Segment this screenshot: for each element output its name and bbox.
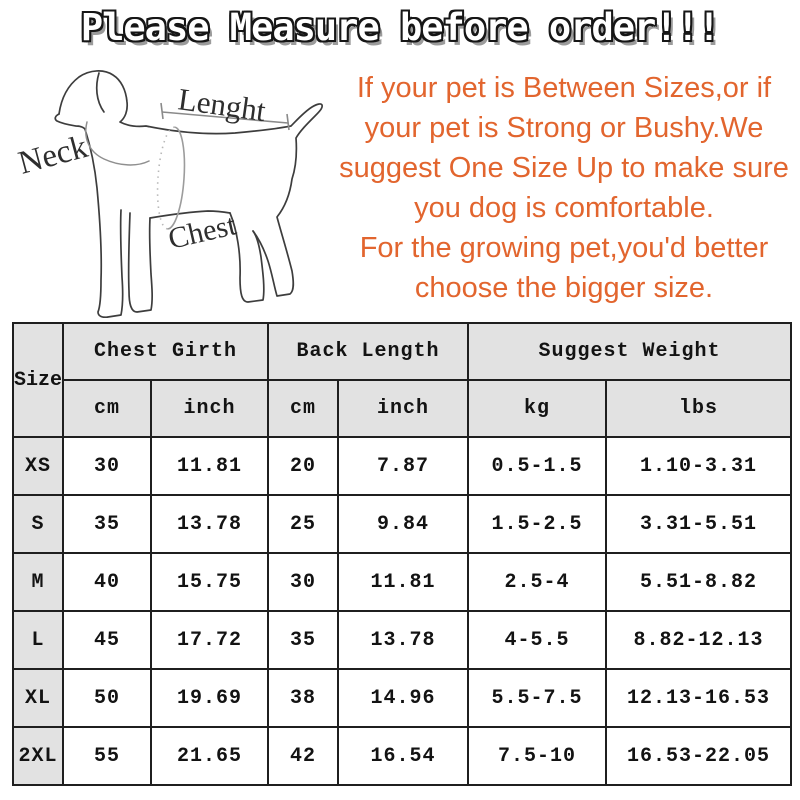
table-row: M 40 15.75 30 11.81 2.5-4 5.51-8.82 (12, 552, 792, 612)
value-cell: 35 (267, 610, 339, 670)
back-length-header: Back Length (267, 322, 469, 381)
table-row: L 45 17.72 35 13.78 4-5.5 8.82-12.13 (12, 610, 792, 670)
value-cell: 7.87 (337, 436, 469, 496)
unit-header-inch: inch (150, 379, 269, 438)
advice-line: If your pet is Between Sizes,or if (356, 72, 772, 104)
size-cell: L (12, 610, 64, 670)
size-cell: 2XL (12, 726, 64, 786)
size-column-header: Size (12, 322, 64, 438)
value-cell: 14.96 (337, 668, 469, 728)
chest-girth-header: Chest Girth (62, 322, 269, 381)
value-cell: 30 (62, 436, 152, 496)
size-cell: M (12, 552, 64, 612)
dog-front-leg-far (127, 212, 153, 313)
table-row: S 35 13.78 25 9.84 1.5-2.5 3.31-5.51 (12, 494, 792, 554)
value-cell: 7.5-10 (467, 726, 607, 786)
suggest-weight-header: Suggest Weight (467, 322, 792, 381)
value-cell: 11.81 (337, 552, 469, 612)
page-title: Please Measure before order!!! (80, 6, 720, 49)
value-cell: 50 (62, 668, 152, 728)
table-header-row-groups: Size Chest Girth Back Length Suggest Wei… (12, 322, 792, 438)
dog-front-leg-near (84, 128, 124, 318)
value-cell: 42 (267, 726, 339, 786)
value-cell: 13.78 (150, 494, 269, 554)
value-cell: 35 (62, 494, 152, 554)
value-cell: 16.54 (337, 726, 469, 786)
unit-header-inch: inch (337, 379, 469, 438)
value-cell: 25 (267, 494, 339, 554)
size-cell: XS (12, 436, 64, 496)
value-cell: 8.82-12.13 (605, 610, 792, 670)
value-cell: 4-5.5 (467, 610, 607, 670)
unit-header-lbs: lbs (605, 379, 792, 438)
dog-muzzle-line (54, 113, 86, 130)
value-cell: 38 (267, 668, 339, 728)
value-cell: 1.10-3.31 (605, 436, 792, 496)
size-chart-table: Size Chest Girth Back Length Suggest Wei… (12, 322, 792, 786)
chest-label: Chest (165, 208, 240, 256)
dog-rear-leg (229, 212, 265, 303)
value-cell: 17.72 (150, 610, 269, 670)
length-label: Lenght (176, 81, 268, 128)
dog-sketch-svg: Neck Lenght Chest (15, 70, 323, 318)
value-cell: 16.53-22.05 (605, 726, 792, 786)
table-row: 2XL 55 21.65 42 16.54 7.5-10 16.53-22.05 (12, 726, 792, 786)
value-cell: 3.31-5.51 (605, 494, 792, 554)
sizing-advice-text: If your pet is Between Sizes,or if your … (338, 68, 790, 308)
value-cell: 11.81 (150, 436, 269, 496)
value-cell: 19.69 (150, 668, 269, 728)
chest-girth-ellipse (156, 126, 186, 230)
value-cell: 12.13-16.53 (605, 668, 792, 728)
value-cell: 5.51-8.82 (605, 552, 792, 612)
advice-line: your pet is Strong or Bushy.We (364, 112, 764, 144)
unit-header-cm: cm (62, 379, 152, 438)
value-cell: 20 (267, 436, 339, 496)
table-row: XL 50 19.69 38 14.96 5.5-7.5 12.13-16.53 (12, 668, 792, 728)
advice-line: For the growing pet,you'd better (359, 232, 769, 264)
advice-line: you dog is comfortable. (414, 192, 714, 224)
size-cell: S (12, 494, 64, 554)
value-cell: 0.5-1.5 (467, 436, 607, 496)
value-cell: 45 (62, 610, 152, 670)
advice-line: suggest One Size Up to make sure (339, 152, 789, 184)
neck-girth-arc (85, 121, 150, 166)
value-cell: 30 (267, 552, 339, 612)
unit-header-cm: cm (267, 379, 339, 438)
size-cell: XL (12, 668, 64, 728)
dog-belly-line (149, 210, 231, 219)
length-measure-line (160, 102, 290, 131)
neck-label: Neck (15, 129, 92, 182)
value-cell: 21.65 (150, 726, 269, 786)
value-cell: 13.78 (337, 610, 469, 670)
dog-measurement-diagram: Neck Lenght Chest (0, 60, 360, 318)
value-cell: 1.5-2.5 (467, 494, 607, 554)
value-cell: 55 (62, 726, 152, 786)
table-header-row-units: cm inch cm inch kg lbs (13, 379, 792, 438)
value-cell: 40 (62, 552, 152, 612)
value-cell: 2.5-4 (467, 552, 607, 612)
dog-ear-line (95, 72, 105, 113)
unit-header-kg: kg (467, 379, 607, 438)
advice-line: choose the bigger size. (414, 272, 714, 304)
dog-body-outline (58, 70, 323, 297)
table-row: XS 30 11.81 20 7.87 0.5-1.5 1.10-3.31 (12, 436, 792, 496)
value-cell: 5.5-7.5 (467, 668, 607, 728)
value-cell: 15.75 (150, 552, 269, 612)
value-cell: 9.84 (337, 494, 469, 554)
